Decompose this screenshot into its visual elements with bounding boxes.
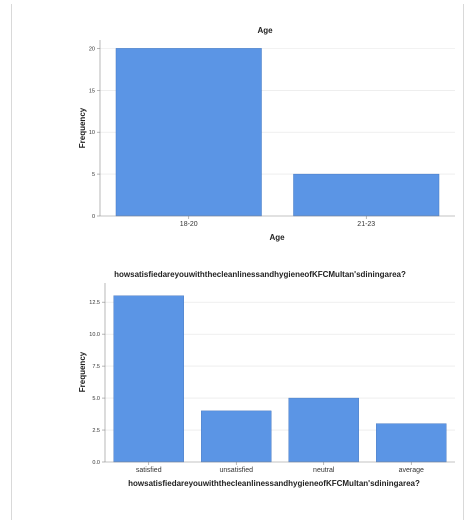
bar-neutral [288, 397, 359, 463]
bars [115, 48, 440, 217]
x-tick-label: average [399, 467, 424, 474]
bar-average [376, 423, 447, 463]
chart-title: Age [257, 26, 273, 35]
y-tick-label: 10 [89, 130, 95, 136]
y-tick-label: 5 [92, 172, 95, 178]
bar-18-20 [115, 48, 262, 217]
y-tick-labels: 0 5 10 15 20 [89, 46, 100, 220]
bar-satisfied [113, 295, 184, 463]
y-tick-label: 10.0 [89, 332, 100, 338]
y-tick-label: 0.0 [92, 460, 100, 466]
y-tick-label: 0 [92, 214, 95, 220]
y-tick-label: 15 [89, 88, 95, 94]
x-tick-label: neutral [313, 467, 335, 474]
y-tick-label: 20 [89, 46, 95, 52]
chart-title: howsatisfiedareyouwiththecleanlinessandh… [114, 270, 406, 279]
x-tick-labels: satisfied unsatisfied neutral average [136, 462, 424, 474]
x-tick-label: 18-20 [180, 221, 198, 228]
output-frame [11, 4, 464, 520]
x-tick-label: 21-23 [357, 221, 375, 228]
bar-unsatisfied [201, 410, 272, 463]
x-axis-label: howsatisfiedareyouwiththecleanlinessandh… [128, 479, 420, 488]
y-tick-label: 2.5 [92, 428, 100, 434]
y-tick-label: 7.5 [92, 364, 100, 370]
x-tick-label: satisfied [136, 467, 162, 474]
x-axis-label: Age [269, 233, 285, 242]
bar-21-23 [293, 173, 440, 217]
y-axis-label: Frequency [78, 351, 87, 392]
chart-age: Age 0 5 10 15 20 18-20 21-23 Age Frequency [78, 26, 455, 242]
y-tick-label: 12.5 [89, 300, 100, 306]
y-axis-label: Frequency [78, 107, 87, 148]
chart-cleanliness-satisfaction: howsatisfiedareyouwiththecleanlinessandh… [78, 270, 455, 488]
bars [113, 295, 447, 463]
y-tick-label: 5.0 [92, 396, 100, 402]
y-tick-labels: 0.0 2.5 5.0 7.5 10.0 12.5 [89, 300, 105, 466]
x-tick-labels: 18-20 21-23 [180, 216, 375, 228]
x-tick-label: unsatisfied [220, 467, 254, 474]
